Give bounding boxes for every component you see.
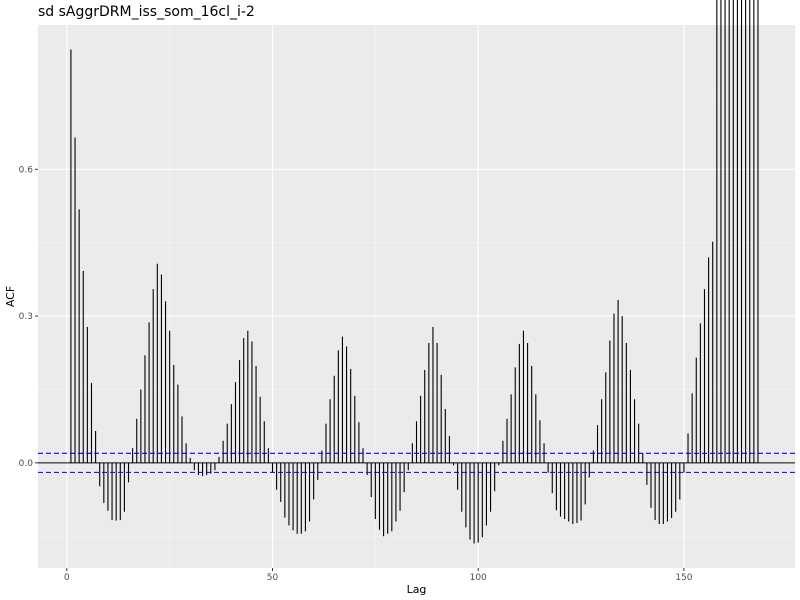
chart-title: sd sAggrDRM_iss_som_16cl_i-2 [38,4,255,20]
x-axis-title: Lag [407,583,427,596]
x-tick-label: 100 [470,573,487,583]
acf-bars [70,0,759,544]
x-tick-label: 150 [675,573,692,583]
x-axis: 0 50 100 150 [64,568,693,583]
minor-gridlines [38,25,795,568]
x-tick-label: 50 [267,573,279,583]
x-tick-label: 0 [64,573,70,583]
y-axis-title: ACF [4,286,17,307]
y-axis: 0.0 0.3 0.6 [19,165,38,469]
y-tick-label: 0.6 [19,165,34,175]
y-tick-label: 0.3 [19,312,33,322]
confidence-bands [38,452,795,473]
y-tick-label: 0.0 [19,459,34,469]
plot-panel [38,25,795,568]
